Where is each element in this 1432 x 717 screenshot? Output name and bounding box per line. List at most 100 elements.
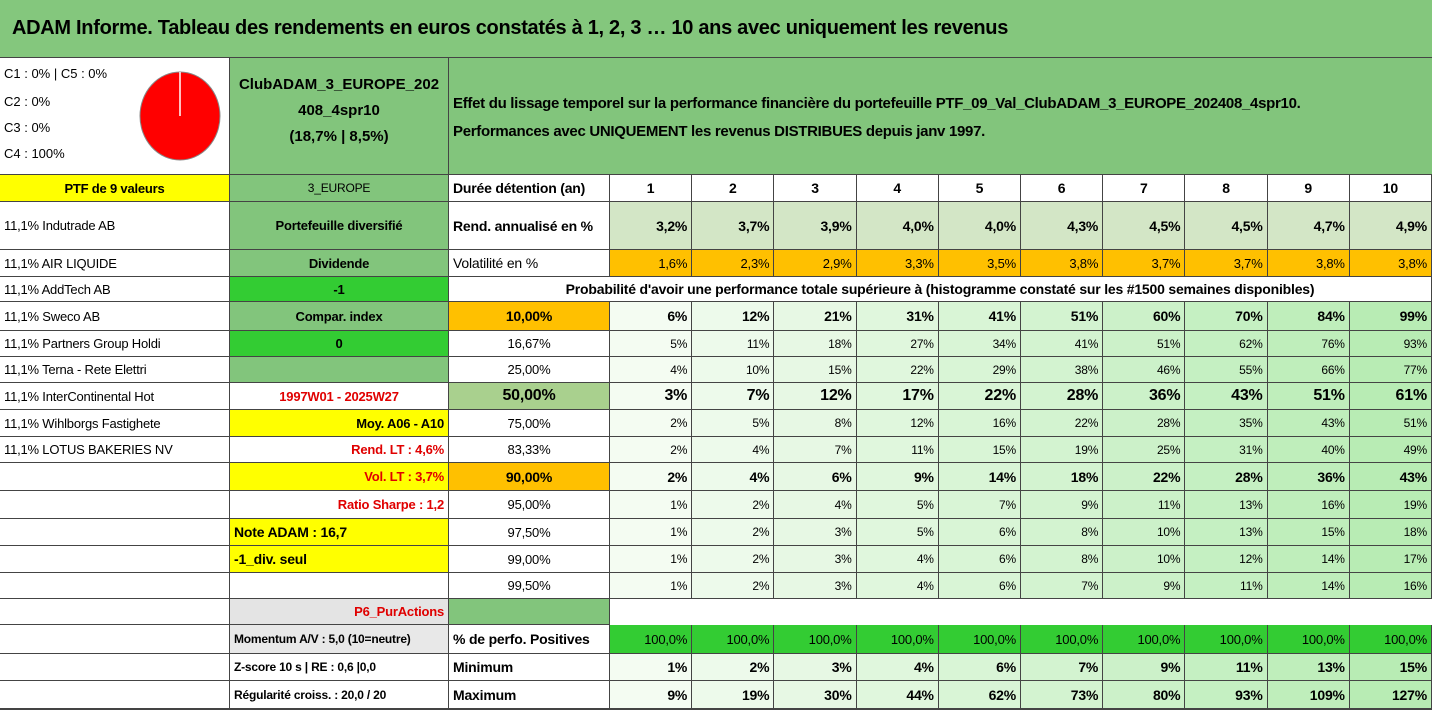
cell	[0, 463, 230, 491]
cell: Rend. annualisé en %	[449, 202, 610, 250]
cell: 19%	[692, 681, 775, 709]
cell: 2%	[610, 463, 693, 491]
cell: 8	[1185, 175, 1268, 202]
cell: 11%	[1185, 654, 1268, 681]
cell: 4,7%	[1267, 202, 1350, 250]
cell: 1%	[610, 654, 693, 681]
cell: 41%	[938, 302, 1021, 331]
cell: 100,0%	[1185, 625, 1268, 654]
cell: 62%	[1185, 331, 1268, 357]
cell: 1,6%	[610, 250, 693, 277]
cell: 16%	[938, 410, 1021, 437]
cell: 51%	[1349, 410, 1432, 437]
portfolio-name: ClubADAM_3_EUROPE_202408_4spr10	[238, 76, 440, 119]
cell: 51%	[1267, 383, 1350, 410]
cell: 1%	[610, 519, 693, 546]
cell: 5%	[856, 519, 939, 546]
cell: 99,50%	[449, 573, 610, 599]
cell: 7%	[938, 491, 1021, 519]
cell: 2%	[610, 437, 693, 463]
cell: 3,2%	[610, 202, 693, 250]
cell: 9%	[1103, 573, 1186, 599]
cell: 14%	[1267, 546, 1350, 573]
cell: 109%	[1267, 681, 1350, 709]
cell: 4%	[774, 491, 857, 519]
cell: 36%	[1103, 383, 1186, 410]
cell: 15%	[938, 437, 1021, 463]
cell: 28%	[1185, 463, 1268, 491]
cell: 16,67%	[449, 331, 610, 357]
cell: 5%	[610, 331, 693, 357]
cell: 100,0%	[1103, 625, 1186, 654]
cell: 44%	[856, 681, 939, 709]
cell: 22%	[938, 383, 1021, 410]
cell: 3,3%	[856, 250, 939, 277]
cell: Minimum	[449, 654, 610, 681]
cell: 3,9%	[774, 202, 857, 250]
cell: 100,0%	[938, 625, 1021, 654]
cell: 1	[610, 175, 693, 202]
cell: 3,7%	[1185, 250, 1268, 277]
cell: 15%	[1349, 654, 1432, 681]
cell: Régularité croiss. : 20,0 / 20	[230, 681, 449, 709]
composition-line: C1 : 0% | C5 : 0%	[4, 66, 108, 81]
cell: 100,0%	[774, 625, 857, 654]
cell: 5%	[856, 491, 939, 519]
cell: 13%	[1185, 519, 1268, 546]
cell: 11,1% InterContinental Hot	[0, 383, 230, 410]
cell: 7%	[692, 383, 775, 410]
cell: 3%	[610, 383, 693, 410]
cell: 22%	[1021, 410, 1104, 437]
cell: PTF de 9 valeurs	[0, 175, 230, 202]
cell: 10%	[692, 357, 775, 383]
cell: 9%	[856, 463, 939, 491]
cell	[0, 546, 230, 573]
cell: 90,00%	[449, 463, 610, 491]
cell: 66%	[1267, 357, 1350, 383]
composition-line: C4 : 100%	[4, 146, 65, 161]
cell: 3%	[774, 654, 857, 681]
cell: Rend. LT : 4,6%	[230, 437, 449, 463]
cell	[0, 573, 230, 599]
cell: 19%	[1349, 491, 1432, 519]
cell: 100,0%	[1349, 625, 1432, 654]
cell: 6%	[938, 519, 1021, 546]
cell: 12%	[856, 410, 939, 437]
cell: 3,8%	[1349, 250, 1432, 277]
cell: 3_EUROPE	[230, 175, 449, 202]
cell: 18%	[1349, 519, 1432, 546]
cell: 3	[774, 175, 857, 202]
cell: 38%	[1021, 357, 1104, 383]
cell: 6%	[610, 302, 693, 331]
cell: 4,3%	[1021, 202, 1104, 250]
cell: 12%	[692, 302, 775, 331]
cell	[0, 599, 230, 625]
cell: 2%	[692, 573, 775, 599]
cell: 95,00%	[449, 491, 610, 519]
cell: 7%	[774, 437, 857, 463]
cell: Dividende	[230, 250, 449, 277]
cell: 11%	[692, 331, 775, 357]
cell: 11%	[1103, 491, 1186, 519]
cell: 16%	[1267, 491, 1350, 519]
cell: 36%	[1267, 463, 1350, 491]
composition: C1 : 0% | C5 : 0% C2 : 0% C3 : 0% C4 : 1…	[0, 58, 230, 175]
cell: 8%	[774, 410, 857, 437]
cell: 51%	[1021, 302, 1104, 331]
cell: P6_PurActions	[230, 599, 449, 625]
cell: 2%	[692, 546, 775, 573]
cell: Compar. index	[230, 302, 449, 331]
cell: 11%	[1185, 573, 1268, 599]
cell: 83,33%	[449, 437, 610, 463]
cell: 40%	[1267, 437, 1350, 463]
cell: 4%	[692, 437, 775, 463]
cell: 7	[1103, 175, 1186, 202]
cell: 93%	[1185, 681, 1268, 709]
cell: 6	[1021, 175, 1104, 202]
cell: 4,0%	[856, 202, 939, 250]
cell: 11%	[856, 437, 939, 463]
cell	[230, 357, 449, 383]
cell: 8%	[1021, 519, 1104, 546]
cell: 12%	[774, 383, 857, 410]
